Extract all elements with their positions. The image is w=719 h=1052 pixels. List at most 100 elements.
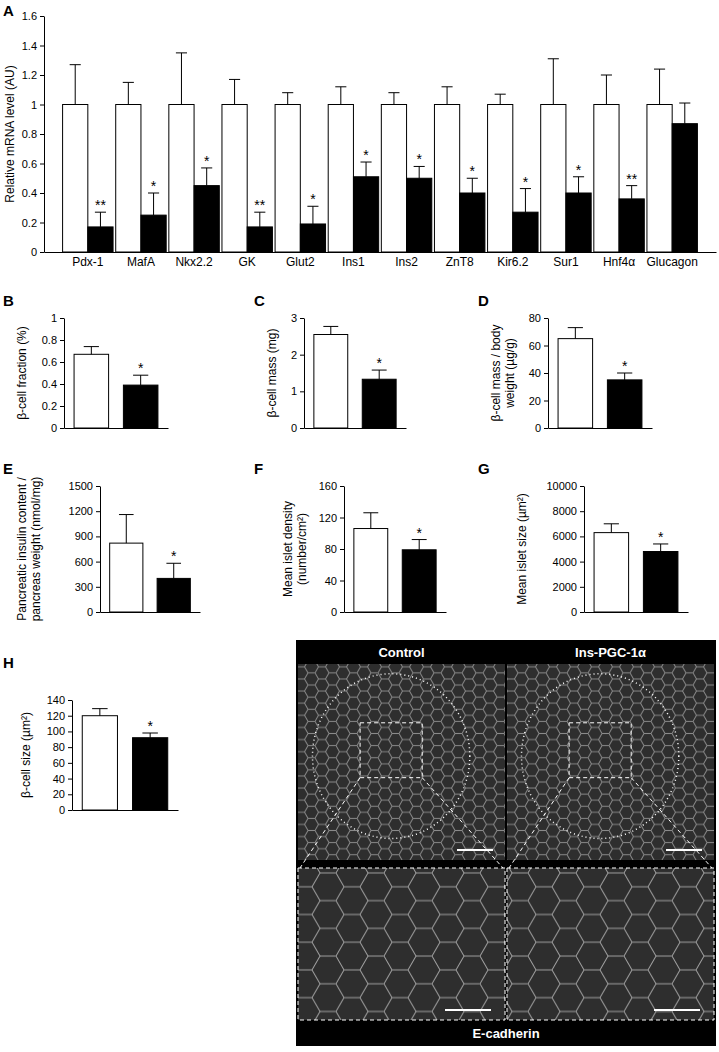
tick-label: 0 [31,246,37,258]
error-stem [578,177,579,193]
axis-line [100,487,101,613]
axis-title: β-cell mass (mg) [265,329,279,418]
image-label: Ins-PGC-1α [575,645,646,660]
error-bar [282,93,293,105]
tick-label: 60 [53,757,65,769]
tick: 40 [529,367,548,379]
tick-label: 40 [529,367,541,379]
error-stem [419,540,420,550]
error-bar [601,75,612,105]
tick-mark [68,810,72,811]
bar [123,385,158,428]
zoom-line [300,778,360,868]
error-stem [606,75,607,105]
tick: Glut2 [286,255,315,269]
error-bar [626,186,637,199]
error-stem [340,87,341,105]
tick: 1500 [69,480,100,492]
error-cap [679,103,690,104]
tick-label: 40 [53,773,65,785]
plot-area [74,347,158,428]
axis-title: weight (µg/g) [503,338,517,409]
bar [541,105,566,253]
tick-label: 0.2 [22,217,37,229]
tick: 60 [53,757,72,769]
panel: **************00.20.40.60.811.21.41.6Pdx… [3,2,717,269]
bar [672,124,697,252]
tick-mark [68,779,72,780]
category-label: Glut2 [286,255,315,269]
tick-mark [544,373,548,374]
error-stem [181,53,182,105]
bar [110,543,143,612]
x-axis: Pdx-1MafANkx2.2GKGlut2Ins1Ins2ZnT8Kir6.2… [45,253,717,269]
category-label: Sur1 [553,255,579,269]
bar [133,738,168,810]
error-stem [659,69,660,104]
error-bar [414,166,425,178]
significance: * [310,191,316,207]
tick-mark [96,612,100,613]
error-bar [679,103,690,124]
y-axis: 04080120160 [319,480,345,618]
error-cap [495,94,506,95]
error-stem [631,186,632,199]
error-stem [447,87,448,105]
tick-mark [60,384,64,385]
bar [402,550,436,612]
bar [558,339,593,428]
error-cap [363,512,378,513]
zoom-line [631,778,712,868]
y-axis: 00.20.40.60.81 [42,312,65,434]
tick-mark [96,562,100,563]
bar [157,578,190,612]
error-bar [654,69,665,104]
axis-line [304,319,305,429]
error-cap [568,327,583,328]
y-axis: 020406080 [529,312,549,434]
error-cap [388,92,399,93]
bar [275,105,300,253]
tick-mark [580,562,584,563]
plot-area [82,709,167,810]
tick-mark [340,486,344,487]
error-bar [133,375,148,385]
error-bar [388,93,399,105]
tick-label: 0 [51,422,57,434]
tick: Sur1 [553,255,579,269]
error-stem [330,326,331,334]
tick: 0.2 [22,217,44,229]
error-cap [70,64,81,65]
error-cap [229,79,240,80]
significance: * [416,151,422,167]
error-stem [553,59,554,105]
tick: 120 [319,512,344,524]
significance: * [658,529,664,545]
tick: Nkx2.2 [175,255,213,269]
tick: 0 [571,606,584,618]
panel-letter: A [3,2,14,19]
category-label: Pdx-1 [72,255,104,269]
x-axis [345,612,447,613]
stain-label: E-cadherin [472,1026,539,1041]
x-axis [549,428,653,429]
error-bar [442,87,453,105]
bar [353,177,378,252]
error-cap [119,514,134,515]
tick-label: 300 [75,581,93,593]
bar [619,199,644,252]
tick: Kir6.2 [497,255,529,269]
tick-label: 1.4 [22,40,37,52]
tick: 80 [529,312,548,324]
error-stem [370,513,371,529]
tick-mark [96,536,100,537]
significance: * [138,360,144,376]
error-stem [366,162,367,177]
significance: * [204,153,210,169]
tick-label: 140 [47,694,65,706]
x-axis [101,612,201,613]
tick-label: 100 [47,725,65,737]
bar [300,224,325,252]
image-pane [507,664,714,860]
category-label: Hnf4α [603,255,635,269]
